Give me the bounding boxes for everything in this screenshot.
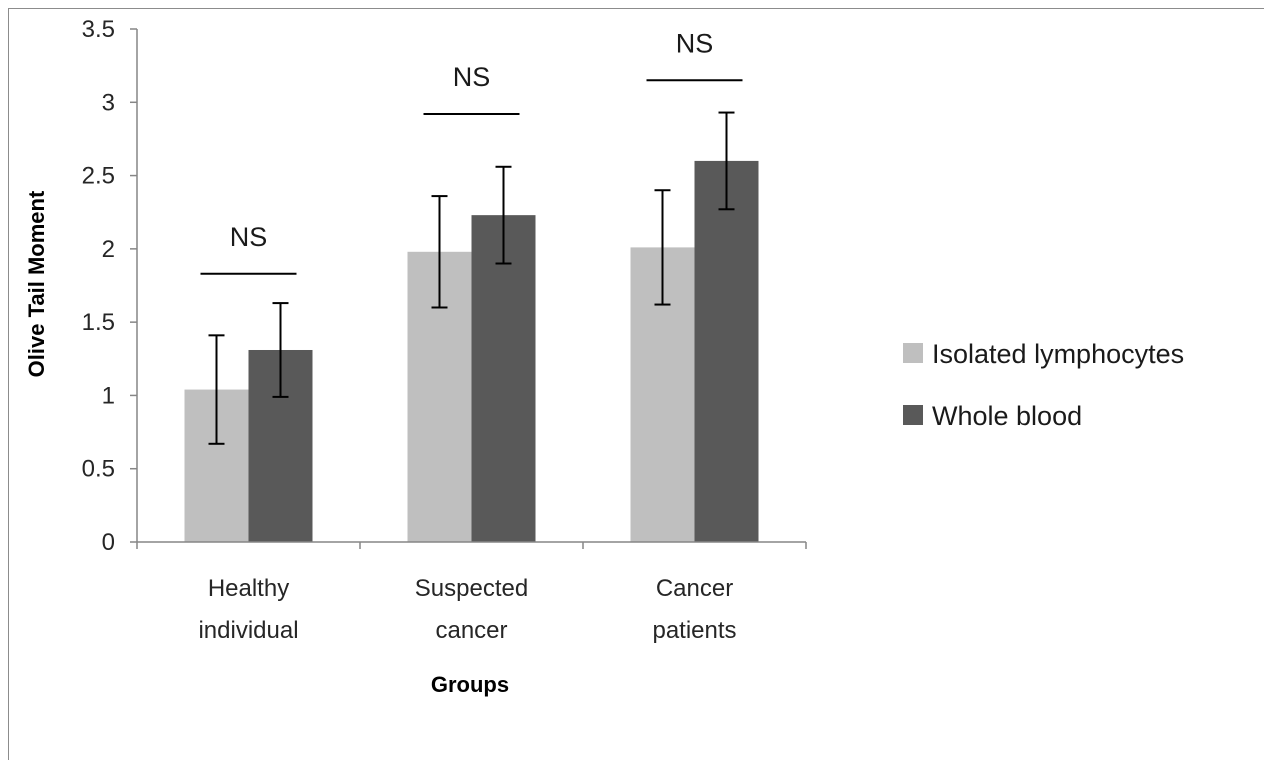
bars [184,160,759,543]
bar [471,215,536,542]
y-tick-label: 0 [102,529,115,556]
legend-swatch [903,343,923,363]
significance-label: NS [230,222,268,252]
y-tick-label: 2 [102,236,115,263]
x-axis-category-labels: Healthy individual Suspected cancer Cancer pa… [198,575,736,644]
legend: Isolated lymphocytes Whole blood [903,339,1184,431]
x-axis-ticks [136,542,807,549]
y-tick-label: 2.5 [82,163,115,190]
x-category-label: Cancer patients [652,575,736,644]
legend-label: Isolated lymphocytes [932,339,1184,369]
legend-swatch [903,405,923,425]
error-bars [208,111,735,445]
y-tick-label: 3 [102,89,115,116]
x-category-label: Healthy individual [198,575,298,644]
y-tick-label: 1.5 [82,309,115,336]
chart-frame [8,8,1264,760]
significance-annotations: NS NS NS [200,28,743,275]
significance-label: NS [676,28,714,58]
legend-label: Whole blood [932,401,1082,431]
significance-label: NS [453,62,491,92]
x-category-label: Suspected cancer [415,575,528,644]
y-tick-label: 3.5 [82,16,115,43]
bar [694,160,759,542]
y-axis-ticks: 0 0.5 1 1.5 2 2.5 3 3.5 [82,16,137,556]
y-axis-title: Olive Tail Moment [24,190,49,377]
y-tick-label: 1 [102,382,115,409]
x-axis-title: Groups [431,672,509,697]
y-tick-label: 0.5 [82,456,115,483]
